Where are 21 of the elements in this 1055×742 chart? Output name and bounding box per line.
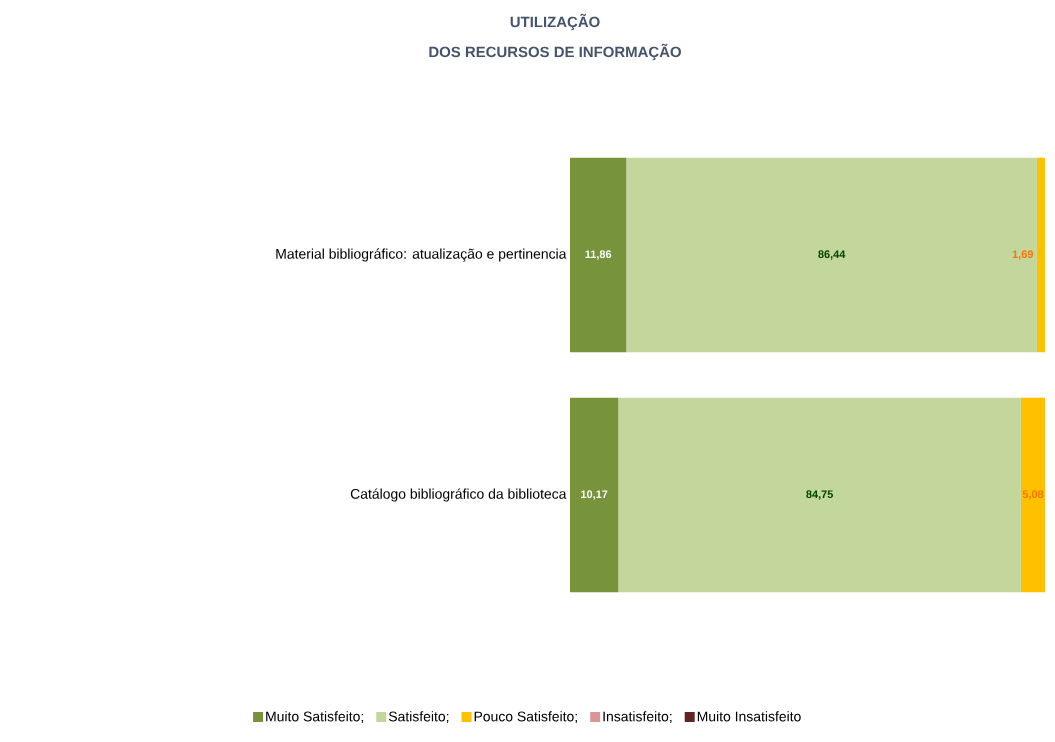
- y-tick-label: Catálogo bibliográfico da biblioteca: [350, 488, 567, 502]
- bar: [626, 157, 1037, 353]
- legend-label: Muito Satisfeito;: [266, 711, 364, 724]
- data-label: 5,08: [1022, 490, 1044, 500]
- chart-title: UTILIZAÇÃO: [510, 13, 600, 31]
- bar: [570, 397, 619, 593]
- bar: [618, 397, 1021, 593]
- legend-label: Satisfeito;: [388, 711, 449, 724]
- legend-label: Insatisfeito;: [603, 711, 672, 724]
- legend-label: Muito Insatisfeito: [697, 711, 801, 722]
- y-tick-label: Material bibliográfico: atualização e pertinencia: [276, 248, 567, 262]
- data-label: 86,44: [818, 250, 846, 260]
- chart-subtitle: DOS RECURSOS DE INFORMAÇÃO: [429, 43, 681, 61]
- data-label: 10,17: [581, 490, 608, 500]
- bar: [570, 157, 627, 353]
- bar: [1036, 157, 1045, 353]
- data-label: 1,69: [1012, 250, 1034, 260]
- data-label: 11,86: [585, 250, 612, 260]
- legend-label: Pouco Satisfeito;: [474, 711, 577, 724]
- bar: [1020, 397, 1046, 593]
- data-label: 84,75: [806, 490, 833, 500]
